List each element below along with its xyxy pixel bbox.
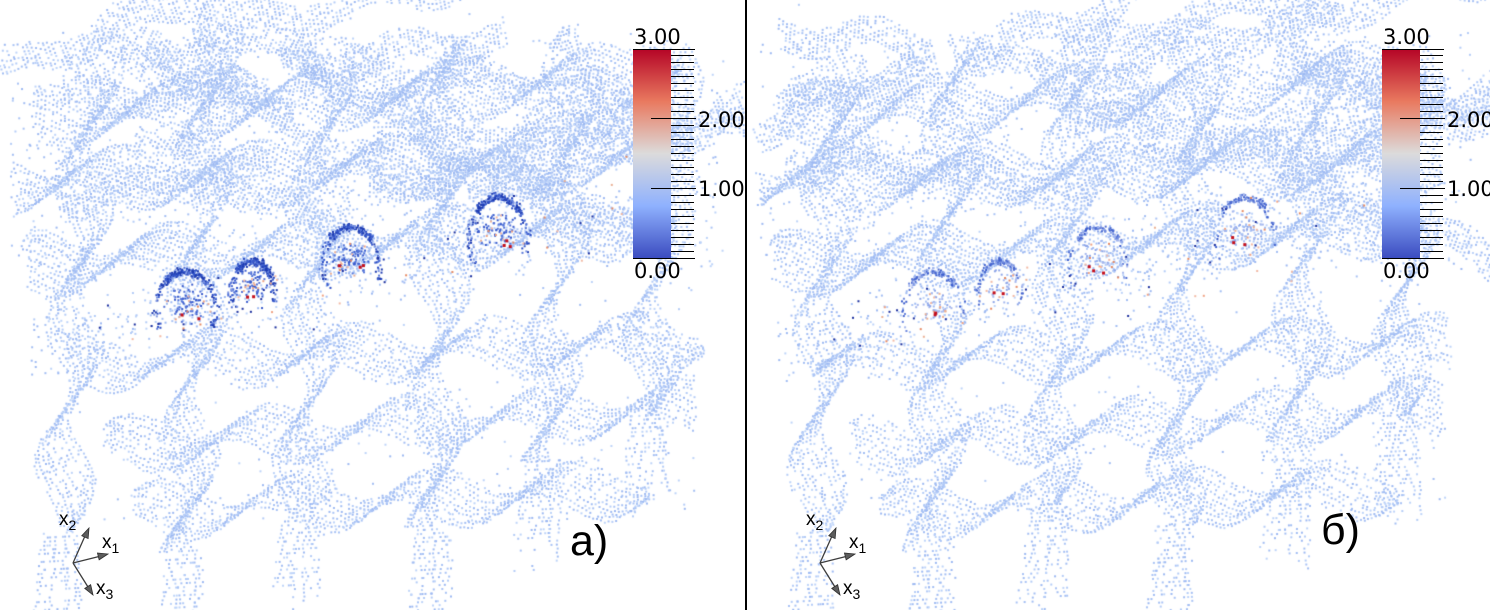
colorbar-label-2: 2.00 xyxy=(1447,108,1490,132)
colorbar-max-label: 3.00 xyxy=(1383,25,1430,49)
x3-arrowhead-icon xyxy=(84,584,94,597)
axis-label-x2: x2 xyxy=(806,509,824,533)
x1-arrowhead-icon xyxy=(843,552,857,561)
panel-a-caption: а) xyxy=(570,517,609,565)
panel-b-caption: б) xyxy=(1321,506,1360,554)
panel-a: 3.00 2.00 1.00 0.00 x2 x1 x3 а) xyxy=(0,0,745,610)
axis-label-x1: x1 xyxy=(102,532,120,556)
colorbar-gradient xyxy=(633,49,671,258)
x3-arrowhead-icon xyxy=(831,584,841,597)
axis-label-x3: x3 xyxy=(96,578,114,602)
colorbar-label-2: 2.00 xyxy=(698,108,745,132)
colorbar-ticks xyxy=(1382,48,1445,259)
x1-arrowhead-icon xyxy=(96,552,110,561)
colorbar-ticks xyxy=(633,48,696,259)
x2-arrowhead-icon xyxy=(828,526,837,540)
axis-triad xyxy=(819,526,857,597)
point-cloud-panel-a xyxy=(0,0,745,610)
axis-triad xyxy=(72,526,110,597)
axis-label-x2: x2 xyxy=(59,509,77,533)
axis-label-x1: x1 xyxy=(849,532,867,556)
panel-divider xyxy=(745,0,747,610)
panel-b: 3.00 2.00 1.00 0.00 x2 x1 x3 б) xyxy=(747,0,1490,610)
colorbar-panel-a: 3.00 2.00 1.00 0.00 xyxy=(633,25,758,290)
point-cloud-panel-b xyxy=(747,0,1490,610)
colorbar-label-1: 1.00 xyxy=(698,177,745,201)
colorbar-gradient xyxy=(1382,49,1420,258)
colorbar-label-1: 1.00 xyxy=(1447,177,1490,201)
colorbar-min-label: 0.00 xyxy=(634,259,681,283)
colorbar-min-label: 0.00 xyxy=(1383,259,1430,283)
colorbar-panel-b: 3.00 2.00 1.00 0.00 xyxy=(1382,25,1490,290)
axis-label-x3: x3 xyxy=(843,578,861,602)
x2-arrowhead-icon xyxy=(81,526,90,540)
colorbar-max-label: 3.00 xyxy=(634,25,681,49)
